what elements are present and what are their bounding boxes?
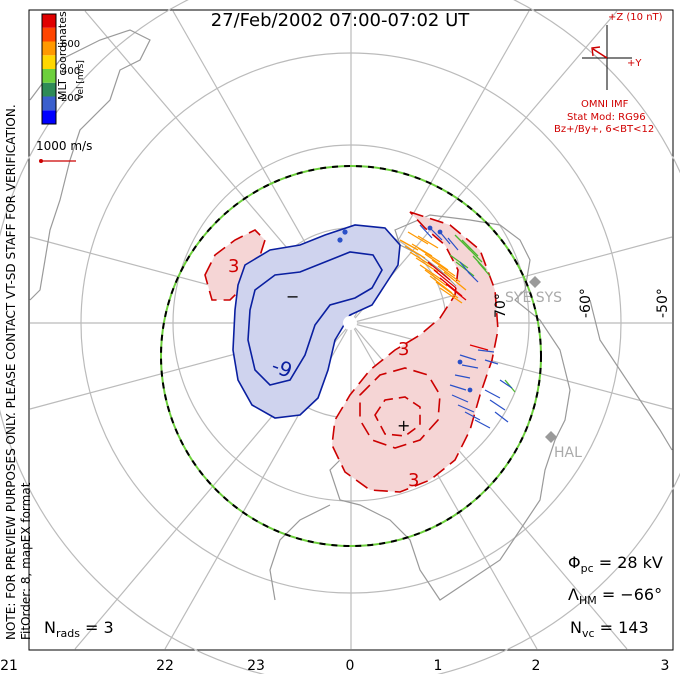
positive-contour-small	[374, 396, 421, 437]
map-title: 27/Feb/2002 07:00-07:02 UT	[210, 10, 470, 31]
nvc-symbol: N	[570, 618, 582, 637]
imf-omni-label: OMNI IMF	[581, 99, 629, 110]
site-sye-sys-label: SYE SYS	[505, 290, 563, 306]
velocity-vectors-blue	[337, 224, 513, 429]
mlt-tick-3: 3	[660, 658, 670, 674]
colorbar-segment	[42, 110, 56, 124]
colorbar-segment	[42, 82, 56, 97]
site-sye-marker	[529, 276, 541, 288]
phi-subscript: pc	[580, 562, 594, 575]
mlt-tick-1: 1	[433, 658, 443, 674]
preview-note: NOTE: FOR PREVIEW PURPOSES ONLY. PLEASE …	[4, 104, 18, 640]
radar-count: Nrads = 3	[44, 618, 114, 640]
contour-label-pos-mid: 3	[398, 339, 410, 360]
mlt-tick-21: 21	[0, 658, 18, 674]
positive-cell-fill	[331, 211, 499, 493]
negative-cell-fill	[232, 224, 401, 419]
positive-contour-inner	[359, 367, 441, 449]
cross-polar-potential: Φpc = 28 kV	[568, 553, 663, 575]
lam-subscript: HM	[578, 594, 597, 607]
colorbar-segment	[42, 55, 56, 69]
scale-vector-dot	[39, 159, 43, 163]
mlt-tick-23: 23	[247, 658, 265, 674]
colorbar-segment	[42, 14, 56, 28]
lat-50-label: -50°	[655, 288, 671, 318]
lam-value: = −66°	[601, 585, 663, 604]
positive-cell-marker: +	[397, 416, 411, 435]
velocity-vectors-red	[427, 261, 489, 351]
site-hal-marker	[545, 431, 557, 443]
contour-label-pos-top: 3	[228, 256, 240, 277]
colorbar-segment	[42, 27, 56, 42]
colorbar-segment	[42, 41, 56, 56]
mlt-tick-2: 2	[531, 658, 541, 674]
pole-marker	[343, 316, 357, 330]
vector-count: Nvc = 143	[570, 618, 649, 640]
lat-60-label: -60°	[578, 288, 594, 318]
colorbar-tick-200: 200	[61, 93, 81, 104]
stat-mod-label: Stat Mod: RG96	[567, 112, 646, 123]
velocity-vectors-green	[449, 234, 516, 393]
site-hal-label: HAL	[554, 445, 582, 461]
nrads-symbol: N	[44, 618, 56, 637]
scale-vector-label: 1000 m/s	[36, 139, 93, 153]
colorbar-segment	[42, 96, 56, 111]
imf-y-label: +Y	[627, 58, 642, 69]
nvc-subscript: vc	[581, 627, 595, 640]
imf-dial	[582, 25, 632, 90]
hm-boundary-dash	[160, 165, 542, 547]
colorbar-tick-400: 400	[61, 66, 81, 77]
nrads-value: = 3	[85, 618, 114, 637]
mlt-tick-22: 22	[156, 658, 174, 674]
phi-symbol: Φ	[568, 553, 581, 572]
imf-z-label: +Z (10 nT)	[608, 12, 663, 23]
contour-label-pos-bottom: 3	[408, 470, 420, 491]
negative-cell-marker: −	[286, 287, 300, 306]
velocity-colorbar	[41, 13, 57, 125]
mlt-tick-0: 0	[345, 658, 355, 674]
hm-latitude: ΛHM = −66°	[568, 585, 662, 607]
imf-cond-label: Bz+/By+, 6<BT<12	[554, 124, 655, 135]
mlt-coords-label: MLT coordinates	[56, 11, 69, 100]
lam-symbol: Λ	[568, 585, 579, 604]
colorbar-frame	[41, 13, 57, 125]
nrads-subscript: rads	[55, 627, 80, 640]
nvc-value: = 143	[599, 618, 649, 637]
negative-contour-inner	[247, 251, 383, 386]
plot-frame	[28, 9, 674, 651]
positive-cell-left	[204, 229, 266, 301]
colorbar-segment	[42, 69, 56, 83]
phi-value: = 28 kV	[598, 553, 663, 572]
fit-order-note: FitOrder: 8, mapEX format	[19, 482, 33, 640]
colorbar-tick-600: 600	[61, 39, 81, 50]
